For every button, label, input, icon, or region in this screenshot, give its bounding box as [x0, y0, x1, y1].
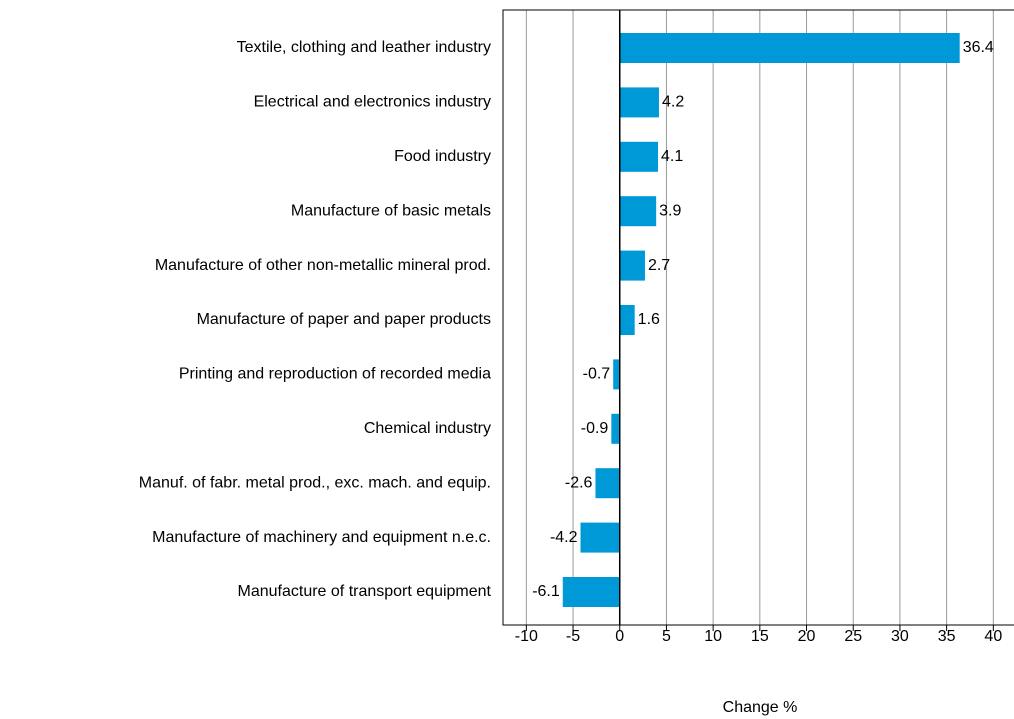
bar — [619, 87, 659, 118]
value-label: 2.7 — [648, 257, 670, 274]
y-tick-label: Manuf. of fabr. metal prod., exc. mach. … — [139, 474, 491, 491]
y-tick-label: Manufacture of paper and paper products — [197, 311, 491, 328]
bar — [619, 196, 657, 227]
x-tick-label: 5 — [662, 628, 671, 645]
y-tick-label: Food industry — [394, 148, 491, 165]
bar — [611, 413, 620, 444]
x-tick-label: 40 — [984, 628, 1002, 645]
value-label: 3.9 — [659, 202, 681, 219]
plot-frame — [502, 9, 1014, 626]
x-tick-label: 35 — [938, 628, 956, 645]
bar — [619, 141, 659, 172]
bar — [613, 359, 620, 390]
value-label: -0.7 — [583, 366, 611, 383]
y-tick-label: Manufacture of basic metals — [291, 202, 491, 219]
bar — [619, 33, 960, 63]
x-tick-label: -5 — [566, 628, 580, 645]
x-axis-title: Change % — [723, 699, 798, 716]
bar — [619, 305, 635, 335]
x-tick-label: 30 — [891, 628, 909, 645]
x-tick-label: -10 — [515, 628, 538, 645]
y-tick-label: Printing and reproduction of recorded me… — [179, 366, 491, 383]
value-label: -6.1 — [532, 583, 560, 600]
bar — [619, 250, 645, 281]
y-tick-label: Textile, clothing and leather industry — [237, 39, 491, 56]
x-tick-label: 0 — [615, 628, 624, 645]
y-tick-label: Manufacture of other non-metallic minera… — [155, 257, 491, 274]
x-tick-label: 10 — [704, 628, 722, 645]
y-tick-label: Manufacture of machinery and equipment n… — [152, 529, 491, 546]
value-label: -4.2 — [550, 529, 578, 546]
bar — [562, 577, 620, 607]
bar — [595, 468, 620, 499]
x-tick-label: 15 — [751, 628, 769, 645]
x-tick-label: 25 — [844, 628, 862, 645]
x-tick-label: 20 — [798, 628, 816, 645]
value-label: 4.2 — [662, 94, 684, 111]
y-tick-label: Electrical and electronics industry — [254, 94, 491, 111]
value-label: 4.1 — [661, 148, 683, 165]
value-label: 1.6 — [638, 311, 660, 328]
value-label: -2.6 — [565, 474, 593, 491]
y-tick-label: Chemical industry — [364, 420, 491, 437]
value-label: 36.4 — [963, 39, 994, 56]
value-label: -0.9 — [581, 420, 609, 437]
bar — [580, 522, 620, 553]
y-tick-label: Manufacture of transport equipment — [238, 583, 492, 600]
